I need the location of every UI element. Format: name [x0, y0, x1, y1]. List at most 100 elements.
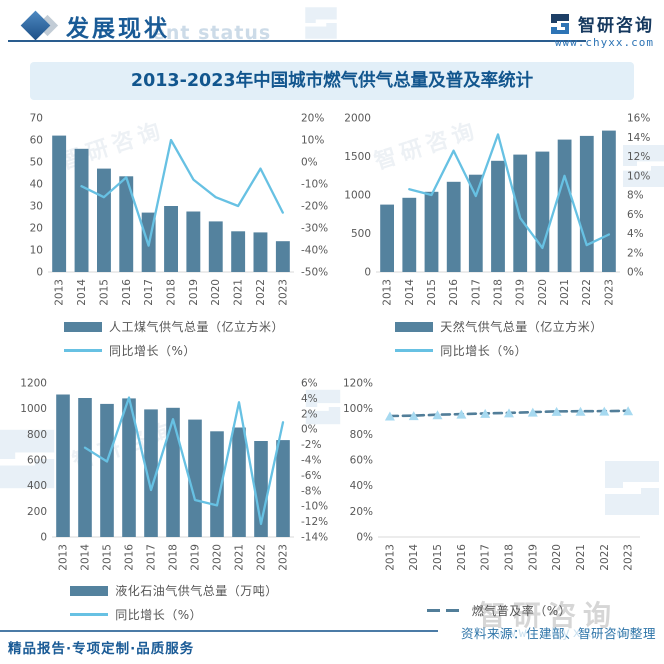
svg-text:-2%: -2% [301, 439, 321, 451]
legend-label: 同比增长（%） [115, 608, 203, 622]
svg-text:2015: 2015 [102, 544, 114, 571]
svg-text:2020: 2020 [210, 279, 222, 306]
svg-text:-4%: -4% [301, 455, 321, 467]
svg-text:2019: 2019 [515, 279, 527, 306]
svg-text:2013: 2013 [58, 544, 70, 571]
legend-lpg: 液化石油气供气总量（万吨） 同比增长（%） [18, 582, 330, 623]
chart-artificial-coal-gas: 0 10 20 30 40 50 60 70 -50% -40% -30% -20% -10% 0% 10%… [18, 108, 330, 316]
watermark-logo-icon [305, 7, 337, 39]
svg-text:60: 60 [30, 135, 43, 147]
brand-url: www.chyxx.com [554, 36, 654, 49]
svg-text:4%: 4% [627, 228, 644, 240]
svg-text:2020: 2020 [212, 544, 224, 571]
svg-text:400: 400 [27, 480, 47, 492]
svg-text:30: 30 [30, 201, 43, 213]
svg-text:200: 200 [27, 506, 47, 518]
svg-text:2018: 2018 [166, 279, 178, 306]
bar-swatch-icon [70, 585, 109, 596]
svg-text:1000: 1000 [20, 403, 47, 415]
line-swatch-icon [63, 348, 102, 353]
svg-text:60%: 60% [350, 455, 373, 467]
svg-text:-50%: -50% [301, 267, 328, 279]
footer-divider [0, 630, 438, 632]
svg-text:600: 600 [27, 455, 47, 467]
svg-text:2022: 2022 [599, 544, 611, 571]
legend-label: 人工煤气供气总量（亿立方米） [108, 320, 284, 334]
svg-text:2013: 2013 [384, 544, 396, 571]
svg-text:12%: 12% [627, 151, 650, 163]
svg-text:0%: 0% [356, 532, 373, 544]
section-diamond-icon [20, 10, 64, 41]
brand-block: 智研咨询 [548, 11, 654, 36]
chart-title-banner: 2013-2023年中国城市燃气供气总量及普及率统计 [30, 62, 634, 100]
svg-text:0%: 0% [301, 424, 318, 436]
svg-text:-6%: -6% [301, 470, 321, 482]
svg-text:2017: 2017 [143, 279, 155, 306]
source-note: 资料来源：住建部、智研咨询整理 [460, 626, 656, 641]
footer-slogan: 精品报告·专项定制·品质服务 [8, 641, 195, 657]
svg-text:120%: 120% [343, 378, 373, 390]
svg-text:2017: 2017 [480, 544, 492, 571]
svg-text:40: 40 [30, 179, 43, 191]
legend-item: 液化石油气供气总量（万吨） [70, 582, 278, 599]
svg-text:2018: 2018 [493, 279, 505, 306]
svg-text:-20%: -20% [301, 201, 328, 213]
svg-text:2016: 2016 [124, 544, 136, 571]
legend-item: 天然气供气总量（亿立方米） [395, 318, 603, 335]
chart-natural-gas: 0 500 1000 1500 2000 0% 2% 4% 6% 8% 10% 12% 14% 16% 20… [342, 108, 656, 316]
svg-text:14%: 14% [627, 132, 650, 144]
svg-text:2020: 2020 [551, 544, 563, 571]
svg-text:2023: 2023 [278, 544, 290, 571]
legend-label: 天然气供气总量（亿立方米） [440, 320, 603, 334]
svg-text:-40%: -40% [301, 245, 328, 257]
svg-text:2021: 2021 [234, 544, 246, 571]
svg-text:-10%: -10% [301, 501, 328, 513]
svg-text:2016: 2016 [448, 279, 460, 306]
svg-text:2018: 2018 [168, 544, 180, 571]
svg-text:6%: 6% [627, 209, 644, 221]
svg-text:-8%: -8% [301, 485, 321, 497]
svg-text:10%: 10% [301, 135, 324, 147]
svg-text:10: 10 [30, 245, 43, 257]
svg-text:0: 0 [364, 267, 371, 279]
brand-logo-icon [551, 13, 569, 34]
legend-item: 同比增长（%） [70, 606, 202, 623]
svg-text:2014: 2014 [408, 544, 420, 571]
line-swatch-icon [395, 348, 434, 353]
legend-natural-gas: 天然气供气总量（亿立方米） 同比增长（%） [342, 318, 656, 359]
svg-text:2013: 2013 [382, 279, 394, 306]
section-title: 发展现状 [66, 16, 170, 42]
svg-text:2014: 2014 [80, 544, 92, 571]
svg-text:2021: 2021 [559, 279, 571, 306]
svg-text:2023: 2023 [277, 279, 289, 306]
svg-text:20%: 20% [301, 113, 324, 125]
svg-text:2023: 2023 [623, 544, 635, 571]
svg-text:80%: 80% [350, 429, 373, 441]
line-swatch-icon [70, 612, 109, 617]
svg-text:2015: 2015 [432, 544, 444, 571]
svg-text:-30%: -30% [301, 223, 328, 235]
svg-text:1500: 1500 [344, 151, 371, 163]
svg-text:40%: 40% [350, 480, 373, 492]
svg-text:-10%: -10% [301, 179, 328, 191]
svg-text:2021: 2021 [233, 279, 245, 306]
legend-item: 燃气普及率（%） [426, 602, 572, 619]
svg-text:2015: 2015 [98, 279, 110, 306]
svg-text:70: 70 [30, 113, 43, 125]
svg-text:2021: 2021 [575, 544, 587, 571]
svg-text:2013: 2013 [54, 279, 66, 306]
svg-text:20: 20 [30, 223, 43, 235]
svg-text:2000: 2000 [344, 113, 371, 125]
svg-text:2017: 2017 [470, 279, 482, 306]
svg-text:2022: 2022 [581, 279, 593, 306]
legend-item: 同比增长（%） [395, 342, 527, 359]
legend-gas-penetration: 燃气普及率（%） [342, 602, 656, 619]
svg-text:50: 50 [30, 157, 43, 169]
legend-label: 燃气普及率（%） [471, 604, 572, 618]
svg-text:-14%: -14% [301, 532, 328, 544]
svg-text:1000: 1000 [344, 190, 371, 202]
svg-text:0%: 0% [301, 157, 318, 169]
svg-text:2%: 2% [627, 247, 644, 259]
svg-text:500: 500 [351, 228, 371, 240]
